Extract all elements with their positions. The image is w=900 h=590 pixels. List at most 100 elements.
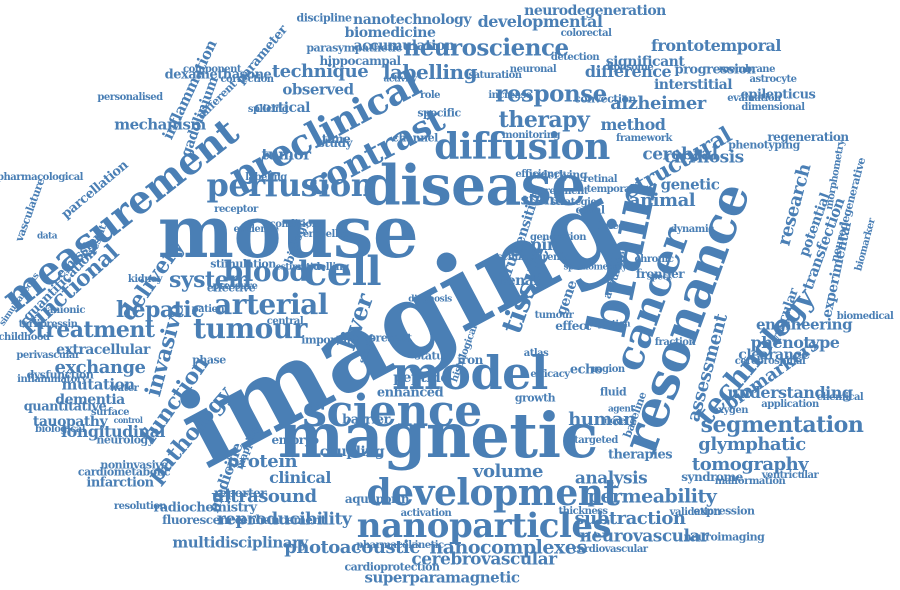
word-mechanism: mechanism [114, 115, 206, 134]
word-receptor: receptor [214, 204, 258, 215]
word-engineering: engineering [755, 315, 853, 334]
word-efficiency: efficiency [515, 169, 565, 180]
word-permeability: permeability [587, 485, 717, 508]
word-resolution: resolution [113, 501, 167, 512]
word-caval: caval [575, 203, 605, 217]
word-treatment: treatment [35, 317, 155, 343]
word-biomarker: biomarker [853, 217, 878, 273]
word-cerebellar: cerebellar [297, 229, 349, 240]
word-surface: surface [91, 407, 129, 418]
word-segmentation: segmentation [700, 412, 864, 438]
word-nanocomplexes: nanocomplexes [429, 536, 587, 559]
word-childhood: childhood [0, 332, 50, 343]
word-dynamic: dynamic [670, 224, 714, 235]
word-terlipressin: terlipressin [18, 319, 78, 330]
word-superparamagnetic: superparamagnetic [364, 568, 520, 587]
word-glymphatic: glymphatic [698, 434, 806, 455]
word-photoacoustic: photoacoustic [284, 537, 420, 558]
word-technique: technique [271, 61, 369, 82]
word-iron: iron [457, 353, 483, 367]
word-astrocyte: astrocyte [749, 74, 797, 85]
word-neurovascular: neurovascular [579, 526, 709, 547]
word-longitudinal: longitudinal [60, 422, 166, 441]
word-model: model [392, 346, 548, 400]
word-diffusion: diffusion [434, 126, 610, 168]
word-personalised: personalised [97, 92, 163, 103]
word-accumulation: accumulation [353, 38, 455, 54]
word-neurodegeneration: neurodegeneration [524, 3, 666, 19]
word-perivascular: perivascular [16, 350, 80, 361]
word-activation: activation [400, 508, 452, 519]
word-exchange: exchange [54, 357, 146, 378]
word-echo: echo [569, 362, 603, 378]
word-present: present [368, 331, 412, 345]
word-neuronal: neuronal [509, 64, 557, 75]
word-quantitative: quantitative [23, 399, 107, 415]
word-growth: growth [514, 391, 556, 405]
word-protein: protein [226, 451, 298, 472]
word-strategies: strategies [550, 197, 602, 208]
word-tomography: tomography [691, 454, 809, 475]
word-fluid: fluid [599, 385, 627, 399]
word-regeneration: regeneration [767, 130, 849, 144]
word-subtraction: subtraction [574, 508, 686, 529]
word-epilepticus: epilepticus [740, 87, 816, 103]
word-human: human [568, 409, 636, 430]
word-perfusion: perfusion [206, 166, 374, 204]
word-colorectal: colorectal [560, 28, 612, 39]
word-stem: stem [520, 190, 560, 209]
word-science: science [302, 386, 482, 437]
word-labelling: labelling [382, 60, 478, 84]
word-estimation: estimation [275, 262, 325, 273]
word-interstitial: interstitial [653, 77, 733, 93]
word-novel: novel [603, 416, 629, 427]
word-discipline: discipline [296, 11, 352, 25]
word-underlying: underlying [525, 168, 587, 182]
word-splicing: splicing [247, 104, 289, 115]
word-evidence: evidence [233, 224, 279, 235]
word-spect: spect [646, 272, 672, 283]
word-evaluation: evaluation [727, 93, 781, 104]
word-hippocampal: hippocampal [319, 54, 401, 68]
word-application: application [761, 399, 819, 410]
word-framework: framework [616, 133, 672, 144]
word-therapy: therapy [498, 107, 590, 133]
word-schizophrenia: schizophrenia [496, 252, 570, 263]
word-important: important [301, 333, 359, 347]
word-water: water [109, 383, 139, 394]
word-tumour: tumour [193, 312, 307, 345]
word-magnetic: magnetic [278, 399, 598, 472]
word-pharmacokinetic: pharmacokinetic [356, 540, 444, 551]
word-labeling: labeling [245, 172, 287, 183]
word-chemical: chemical [816, 392, 864, 403]
word-agreement: agreement [532, 186, 588, 197]
word-ultrasound: ultrasound [211, 486, 317, 507]
word-anionic: anionic [47, 305, 85, 316]
word-significant: significant [605, 54, 685, 70]
word-saturation: saturation [468, 70, 522, 81]
word-data: data [36, 231, 58, 242]
word-parasympathetic: parasympathetic [306, 41, 402, 55]
word-alzheimer: alzheimer [610, 93, 706, 114]
word-cardioprotection: cardioprotection [344, 560, 440, 574]
word-dexamethasone: dexamethasone [164, 67, 272, 83]
word-generation: generation [529, 232, 587, 243]
word-frontier: frontier [635, 267, 685, 281]
word-biomedical: biomedical [836, 311, 894, 322]
word-patient: patient [191, 304, 229, 315]
word-study: study [318, 136, 352, 150]
word-effect: effect [555, 319, 591, 333]
word-biological: biological [34, 424, 86, 435]
word-correction: correction [220, 74, 274, 85]
word-cell: cell [302, 248, 382, 295]
word-phenotype: phenotype [750, 333, 840, 352]
word-spin: spin [522, 235, 558, 254]
word-condition: condition [269, 219, 319, 230]
word-cardiovascular: cardiovascular [572, 544, 648, 555]
word-renal: renal [499, 273, 539, 289]
word-nanotechnology: nanotechnology [353, 12, 471, 28]
word-clinical: clinical [269, 468, 331, 487]
word-time: time [321, 132, 351, 146]
word-activity: activity [383, 74, 417, 85]
word-central: central [266, 316, 304, 327]
